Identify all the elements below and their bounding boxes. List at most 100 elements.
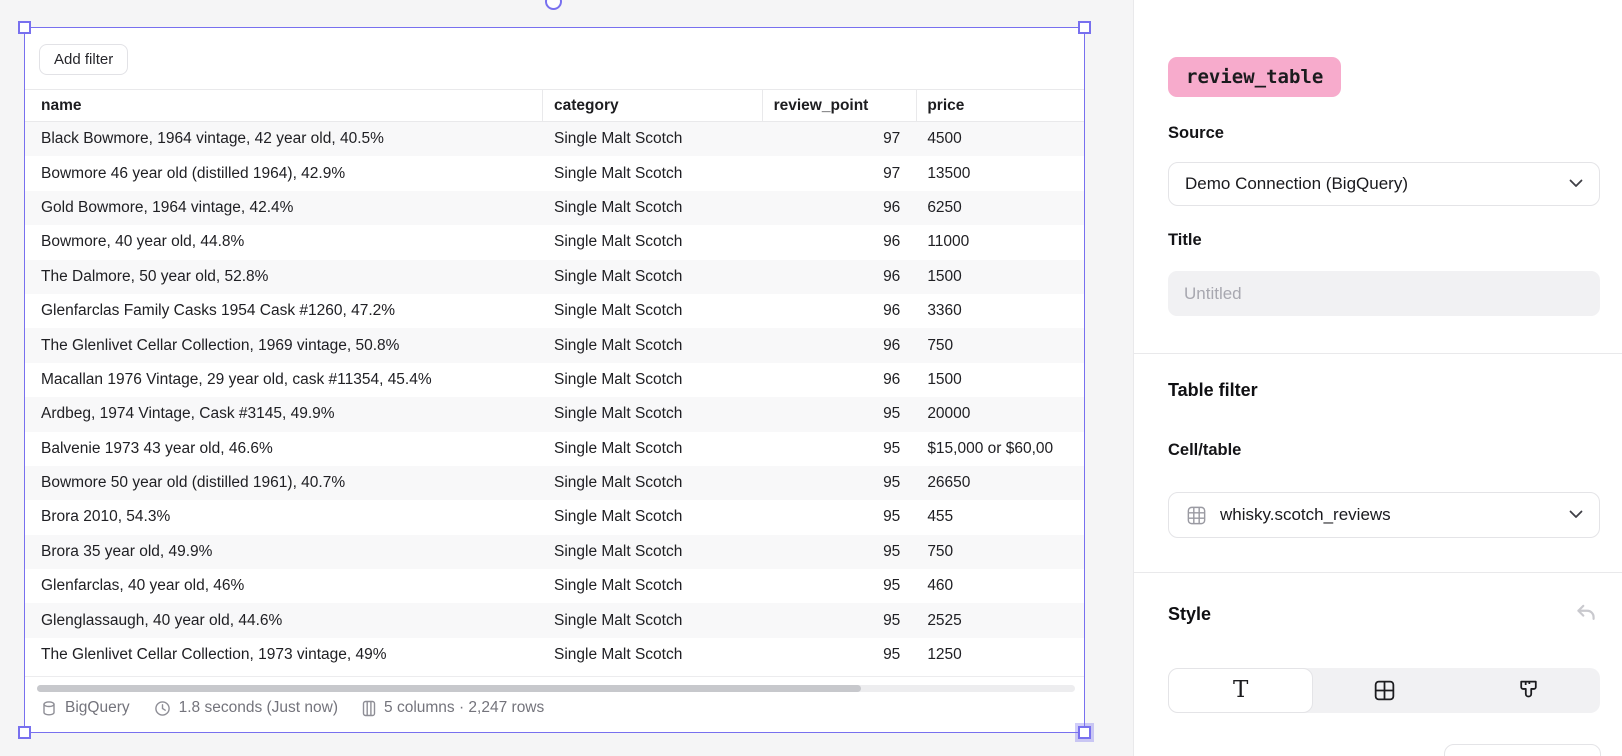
table-row[interactable]: The Glenlivet Cellar Collection, 1969 vi… <box>25 328 1084 363</box>
table-row[interactable]: Brora 35 year old, 49.9% Single Malt Scot… <box>25 534 1084 570</box>
cell-price: 750 <box>927 542 954 560</box>
cell-review_point: 95 <box>883 405 901 423</box>
timing-label: 1.8 seconds (Just now) <box>178 699 339 716</box>
table-row[interactable]: Balvenie 1973 43 year old, 46.6% Single M… <box>25 431 1084 466</box>
table-row[interactable]: Bowmore 50 year old (distilled 1961), 40… <box>25 465 1084 501</box>
cell-price: 1250 <box>927 646 962 664</box>
table-row[interactable]: The Glenlivet Cellar Collection, 1973 vi… <box>25 637 1084 673</box>
cell-price: 455 <box>927 508 954 526</box>
selection-drag-handle[interactable] <box>545 0 562 10</box>
selection-handle-bottom-right[interactable] <box>1078 726 1091 739</box>
result-table-body[interactable]: Black Bowmore, 1964 vintage, 42 year old… <box>25 122 1084 674</box>
add-filter-button[interactable]: Add filter <box>39 44 129 75</box>
cell-name-badge[interactable]: review_table <box>1168 57 1342 97</box>
cell-name: Bowmore 46 year old (distilled 1964), 42… <box>41 164 346 182</box>
table-row[interactable]: Ardbeg, 1974 Vintage, Cask #3145, 49.9% S… <box>25 397 1084 432</box>
source-label: Source <box>1168 124 1224 142</box>
style-tab-theme[interactable] <box>1457 668 1600 713</box>
table-row[interactable]: Glenfarclas Family Casks 1954 Cask #1260… <box>25 293 1084 329</box>
cell-name: Bowmore, 40 year old, 44.8% <box>41 233 245 251</box>
cell-category: Single Malt Scotch <box>553 646 683 664</box>
database-icon <box>41 700 57 717</box>
columns-icon <box>362 700 376 717</box>
cell-review_point: 95 <box>883 577 901 595</box>
cell-category: Single Malt Scotch <box>553 302 683 320</box>
cell-price: 1500 <box>927 267 962 285</box>
cell-review_point: 95 <box>883 508 901 526</box>
title-input[interactable] <box>1168 271 1600 316</box>
cell-review_point: 95 <box>883 646 901 664</box>
cell-name: Brora 35 year old, 49.9% <box>41 542 213 560</box>
column-header-review_point[interactable]: review_point <box>763 90 918 121</box>
table-row[interactable]: Bowmore, 40 year old, 44.8% Single Malt S… <box>25 225 1084 260</box>
table-footer: BigQuery 1.8 seconds (Just now) <box>25 676 1084 732</box>
cell-review_point: 96 <box>883 370 901 388</box>
cell-category: Single Malt Scotch <box>553 198 683 216</box>
cell-category: Single Malt Scotch <box>553 405 683 423</box>
table-header-row: name category review_point price <box>25 89 1084 122</box>
clock-icon <box>154 700 171 717</box>
cell-name: Black Bowmore, 1964 vintage, 42 year old… <box>41 130 384 148</box>
undo-style-button[interactable] <box>1572 602 1600 630</box>
style-tab-borders[interactable] <box>1313 668 1456 713</box>
cell-review_point: 95 <box>883 542 901 560</box>
cell-category: Single Malt Scotch <box>553 474 683 492</box>
cell-price: 4500 <box>927 130 962 148</box>
next-control-partial[interactable] <box>1444 744 1601 756</box>
cell-name: The Dalmore, 50 year old, 52.8% <box>41 267 269 285</box>
selection-handle-bottom-left[interactable] <box>18 726 31 739</box>
cell-category: Single Malt Scotch <box>553 542 683 560</box>
cell-review_point: 97 <box>883 164 901 182</box>
cell-price: 750 <box>927 336 954 354</box>
column-header-price[interactable]: price <box>927 96 965 114</box>
grid-borders-icon <box>1372 678 1397 703</box>
cell-name: Bowmore 50 year old (distilled 1961), 40… <box>41 474 346 492</box>
cell-name: Glenfarclas, 40 year old, 46% <box>41 577 245 595</box>
table-row[interactable]: Brora 2010, 54.3% Single Malt Scotch 95 455 <box>25 500 1084 535</box>
cell-review_point: 95 <box>883 439 901 457</box>
chevron-down-icon <box>1569 506 1583 524</box>
table-toolbar: Add filter <box>25 28 1084 89</box>
cell-table-label: Cell/table <box>1168 441 1242 459</box>
section-divider <box>1134 572 1622 573</box>
horizontal-scrollbar-thumb[interactable] <box>37 685 861 692</box>
selection-handle-top-left[interactable] <box>18 21 31 34</box>
table-row[interactable]: Macallan 1976 Vintage, 29 year old, cask… <box>25 362 1084 398</box>
horizontal-scrollbar[interactable] <box>37 685 1075 692</box>
table-row[interactable]: Glenfarclas, 40 year old, 46% Single Malt… <box>25 569 1084 604</box>
table-row[interactable]: Glenglassaugh, 40 year old, 44.6% Single … <box>25 603 1084 638</box>
shape-label: 5 columns · 2,247 rows <box>384 699 545 716</box>
cell-name: Glenfarclas Family Casks 1954 Cask #1260… <box>41 302 396 320</box>
style-heading: Style <box>1168 604 1212 624</box>
cell-name: Glenglassaugh, 40 year old, 44.6% <box>41 611 283 629</box>
cell-price: 1500 <box>927 370 962 388</box>
cell-price: 13500 <box>927 164 971 182</box>
cell-price: 6250 <box>927 198 962 216</box>
selection-handle-top-right[interactable] <box>1078 21 1091 34</box>
source-dropdown[interactable]: Demo Connection (BigQuery) <box>1168 162 1600 206</box>
cell-category: Single Malt Scotch <box>553 233 683 251</box>
engine-label: BigQuery <box>65 699 130 716</box>
style-tabs: T <box>1168 668 1600 713</box>
style-tab-text[interactable]: T <box>1168 668 1314 713</box>
cell-name: Brora 2010, 54.3% <box>41 508 171 526</box>
table-row[interactable]: The Dalmore, 50 year old, 52.8% Single Ma… <box>25 259 1084 294</box>
cell-price: 3360 <box>927 302 962 320</box>
table-cell-card[interactable]: Add filter name category review_point price… <box>24 27 1085 733</box>
cell-name: Balvenie 1973 43 year old, 46.6% <box>41 439 273 457</box>
table-meta-row: BigQuery 1.8 seconds (Just now) <box>41 699 544 717</box>
cell-category: Single Malt Scotch <box>553 508 683 526</box>
cell-category: Single Malt Scotch <box>553 577 683 595</box>
cell-price: 2525 <box>927 611 962 629</box>
settings-panel: review_table Source Demo Connection (Big… <box>1133 0 1622 756</box>
table-row[interactable]: Bowmore 46 year old (distilled 1964), 42… <box>25 156 1084 191</box>
cell-price: 460 <box>927 577 954 595</box>
cell-price: $15,000 or $60,00 <box>927 439 1054 457</box>
table-row[interactable]: Black Bowmore, 1964 vintage, 42 year old… <box>25 122 1084 157</box>
table-row[interactable]: Gold Bowmore, 1964 vintage, 42.4% Single … <box>25 190 1084 226</box>
column-header-category[interactable]: category <box>543 90 763 121</box>
cell-table-dropdown[interactable]: whisky.scotch_reviews <box>1168 492 1600 538</box>
cell-name: The Glenlivet Cellar Collection, 1973 vi… <box>41 646 387 664</box>
column-header-name[interactable]: name <box>25 90 543 121</box>
cell-name: Gold Bowmore, 1964 vintage, 42.4% <box>41 198 294 216</box>
